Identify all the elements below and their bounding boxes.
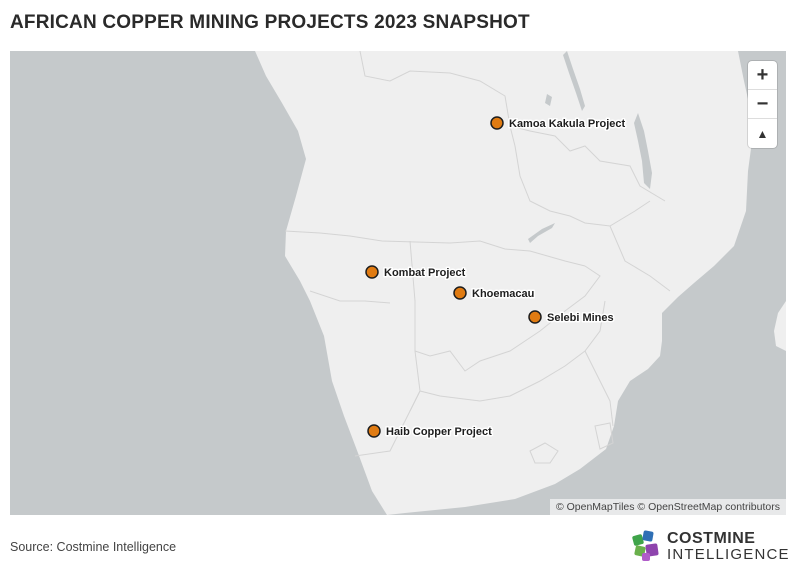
map-view[interactable]: Kamoa Kakula Project Kombat Project Khoe… (10, 51, 786, 515)
marker-dot[interactable] (490, 116, 504, 130)
logo-mark-icon (632, 530, 659, 561)
source-note: Source: Costmine Intelligence (10, 540, 177, 554)
costmine-logo: COSTMINE INTELLIGENCE (630, 529, 790, 565)
marker-label: Haib Copper Project (386, 426, 492, 438)
country-borders (284, 51, 671, 464)
lake-kariba (528, 223, 555, 243)
madagascar (774, 301, 786, 351)
marker-selebi[interactable]: Selebi Mines (528, 310, 615, 326)
land-area (255, 51, 754, 515)
zoom-in-button[interactable]: + (748, 61, 777, 90)
marker-khoemacau[interactable]: Khoemacau (453, 286, 536, 302)
compass-icon[interactable]: ▲ (748, 119, 777, 148)
logo-text-secondary: INTELLIGENCE (667, 546, 790, 563)
marker-haib[interactable]: Haib Copper Project (367, 424, 494, 440)
lake-malawi (634, 113, 652, 189)
zoom-out-button[interactable]: − (748, 90, 777, 119)
page-title: AFRICAN COPPER MINING PROJECTS 2023 SNAP… (10, 12, 530, 33)
map-canvas: Kamoa Kakula Project Kombat Project Khoe… (255, 51, 786, 515)
logo-text-primary: COSTMINE (667, 530, 756, 547)
map-attribution[interactable]: © OpenMapTiles © OpenStreetMap contribut… (549, 499, 786, 515)
marker-dot[interactable] (453, 286, 467, 300)
marker-dot[interactable] (365, 265, 379, 279)
lake-mweru (545, 94, 552, 106)
lake-tanganyika (563, 51, 585, 111)
marker-dot[interactable] (367, 424, 381, 438)
compass-needle-icon: ▲ (756, 126, 769, 141)
marker-label: Kamoa Kakula Project (509, 118, 625, 130)
marker-kamoa-kakula[interactable]: Kamoa Kakula Project (490, 116, 627, 132)
marker-dot[interactable] (528, 310, 542, 324)
marker-kombat[interactable]: Kombat Project (365, 265, 467, 281)
map-controls: + − ▲ (748, 61, 777, 148)
marker-label: Selebi Mines (547, 312, 614, 324)
marker-label: Khoemacau (472, 288, 534, 300)
marker-label: Kombat Project (384, 267, 466, 279)
